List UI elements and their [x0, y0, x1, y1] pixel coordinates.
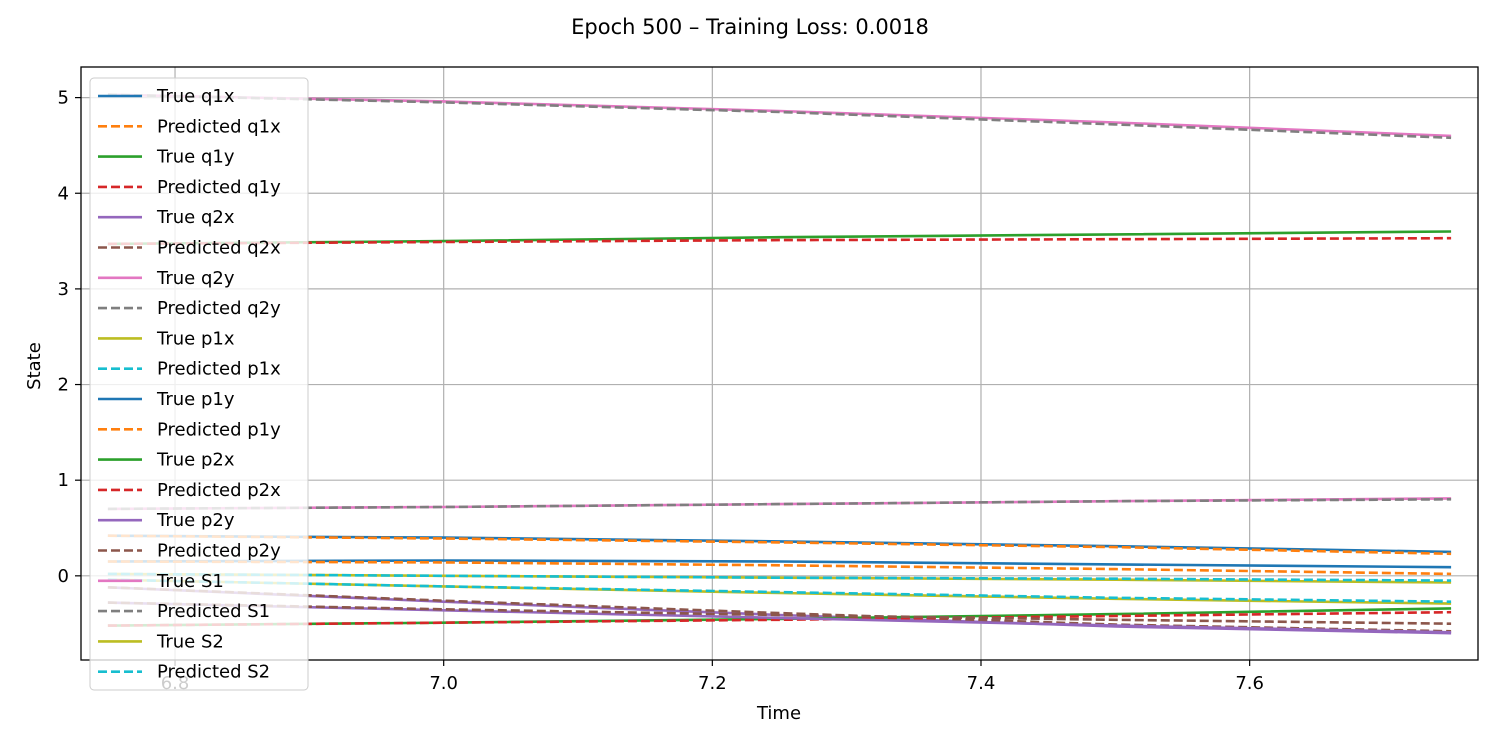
legend-label-true-p1y: True p1y [156, 389, 235, 410]
legend: True q1x Predicted q1x True q1y Predicted q… [89, 77, 309, 691]
x-tick-label: 7.6 [1235, 673, 1264, 694]
y-tick-label: 5 [58, 88, 69, 109]
legend-label-predicted-s2: Predicted S2 [157, 662, 270, 683]
series-line-predicted-s1 [107, 498, 1452, 511]
legend-label-predicted-p2y: Predicted p2y [157, 541, 281, 562]
chart-title: Epoch 500 – Training Loss: 0.0018 [571, 15, 929, 39]
y-tick-label: 0 [58, 566, 69, 587]
legend-label-true-q1x: True q1x [156, 86, 235, 107]
legend-label-predicted-q1x: Predicted q1x [157, 116, 281, 137]
legend-label-true-s1: True S1 [156, 571, 224, 592]
series-line-predicted-q1x [107, 560, 1452, 576]
plot-frame [80, 66, 1479, 661]
plot-series [107, 93, 1452, 635]
legend-label-true-p2y: True p2y [156, 510, 235, 531]
series-line-predicted-q2y [107, 93, 1452, 140]
series-line-predicted-s2 [107, 572, 1452, 582]
x-tick-label: 7.0 [429, 673, 458, 694]
series-line-predicted-p2x [107, 610, 1452, 627]
y-tick-label: 4 [58, 183, 69, 204]
legend-label-true-p2x: True p2x [156, 450, 235, 471]
legend-label-true-s2: True S2 [156, 631, 224, 652]
legend-label-predicted-s1: Predicted S1 [157, 601, 270, 622]
legend-label-predicted-p2x: Predicted p2x [157, 480, 281, 501]
series-line-predicted-p1x [107, 578, 1452, 603]
legend-label-predicted-q2y: Predicted q2y [157, 298, 281, 319]
legend-label-true-p1x: True p1x [156, 328, 235, 349]
x-axis-label: Time [756, 703, 801, 724]
legend-label-true-q1y: True q1y [156, 147, 235, 168]
x-tick-label: 7.2 [698, 673, 727, 694]
y-tick-label: 1 [58, 470, 69, 491]
series-line-predicted-p1y [107, 534, 1452, 556]
legend-label-predicted-p1x: Predicted p1x [157, 359, 281, 380]
legend-label-true-q2y: True q2y [156, 268, 235, 289]
legend-label-predicted-q1y: Predicted q1y [157, 177, 281, 198]
y-axis-label: State [24, 342, 45, 390]
x-tick-label: 7.4 [967, 673, 996, 694]
y-tick-label: 2 [58, 375, 69, 396]
series-line-predicted-q1y [107, 236, 1452, 246]
legend-box [89, 77, 309, 691]
legend-label-predicted-p1y: Predicted p1y [157, 419, 281, 440]
y-tick-label: 3 [58, 279, 69, 300]
series-line-predicted-p2y [107, 601, 1452, 625]
legend-label-true-q2x: True q2x [156, 207, 235, 228]
legend-label-predicted-q2x: Predicted q2x [157, 238, 281, 259]
